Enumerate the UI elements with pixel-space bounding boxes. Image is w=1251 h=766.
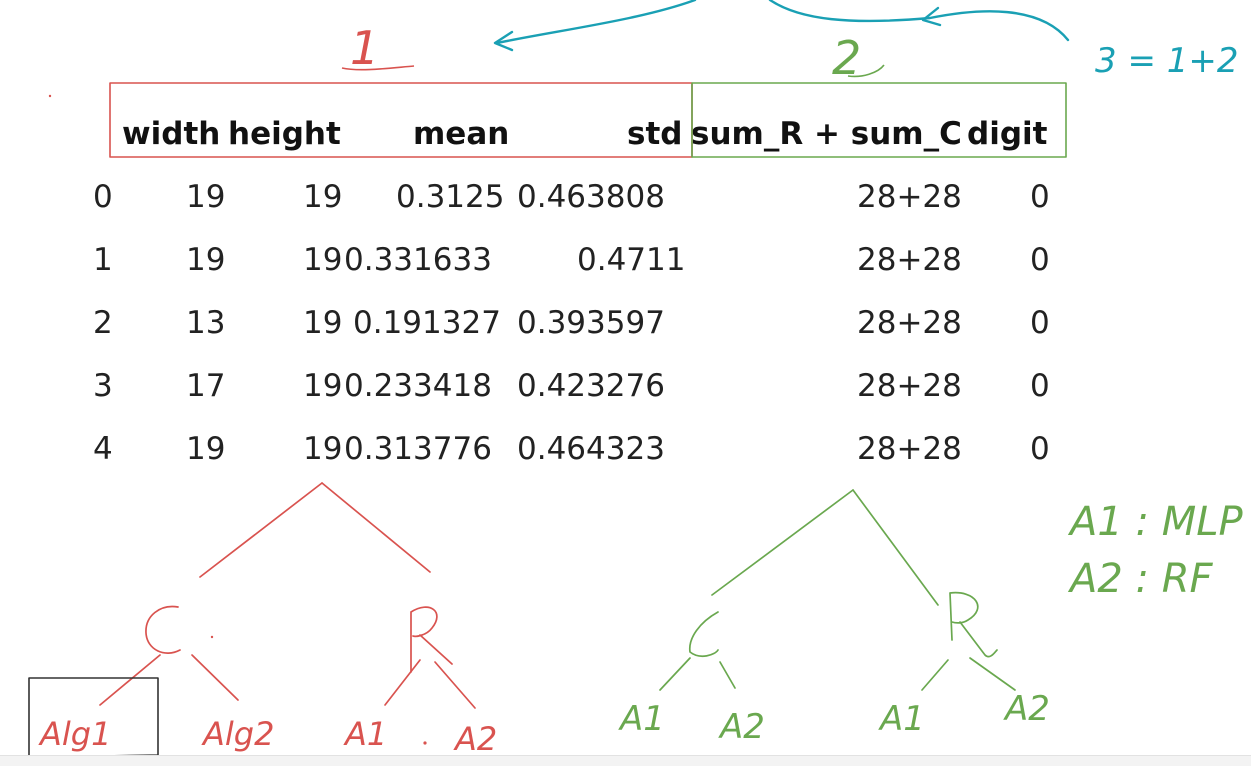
tree1-leaf-2: Alg2 xyxy=(201,715,274,753)
cell-mean: 0.3125 xyxy=(396,179,505,215)
cell-sum: 28+28 xyxy=(857,242,962,278)
teal-arrow-left-head xyxy=(493,30,514,52)
cell-digit: 0 xyxy=(1030,179,1050,215)
cell-mean: 0.191327 xyxy=(353,305,501,341)
cell-mean: 0.233418 xyxy=(344,368,492,404)
tree2-node-c xyxy=(689,611,719,658)
cell-std: 0.464323 xyxy=(517,431,665,467)
cell-width: 13 xyxy=(186,305,226,341)
column-header-width: width xyxy=(122,116,221,152)
legend-a1: A1 : MLP xyxy=(1067,499,1244,545)
legend-a2: A2 : RF xyxy=(1067,556,1214,602)
teal-arrow-right-head xyxy=(921,6,942,27)
row-index: 1 xyxy=(93,242,113,278)
sum-note: 3 = 1+2 xyxy=(1095,41,1239,81)
cell-height: 19 xyxy=(303,305,343,341)
cell-height: 19 xyxy=(303,179,343,215)
tree1-leaf-1: Alg1 xyxy=(38,715,111,753)
row-index: 3 xyxy=(93,368,113,404)
row-index: 0 xyxy=(93,179,113,215)
cell-sum: 28+28 xyxy=(857,368,962,404)
column-header-std: std xyxy=(627,116,683,152)
cell-height: 19 xyxy=(303,368,343,404)
cell-digit: 0 xyxy=(1030,242,1050,278)
cell-mean: 0.313776 xyxy=(344,431,492,467)
cell-sum: 28+28 xyxy=(857,431,962,467)
cell-height: 19 xyxy=(303,242,343,278)
group2-underline xyxy=(847,64,885,78)
cell-std: 0.4711 xyxy=(577,242,686,278)
cell-sum: 28+28 xyxy=(857,305,962,341)
tree2-leaf-2: A2 xyxy=(718,707,765,747)
cell-std: 0.393597 xyxy=(517,305,665,341)
row-index: 4 xyxy=(93,431,113,467)
column-header-sum: sum_R + sum_C xyxy=(691,116,962,152)
cell-digit: 0 xyxy=(1030,305,1050,341)
cell-std: 0.423276 xyxy=(517,368,665,404)
cell-height: 19 xyxy=(303,431,343,467)
group2-box xyxy=(691,82,1067,158)
column-header-mean: mean xyxy=(413,116,510,152)
group1-box xyxy=(109,82,693,158)
cell-digit: 0 xyxy=(1030,431,1050,467)
tree2-leaf-3: A1 xyxy=(878,699,925,739)
tree1-leaf-3: A1 xyxy=(343,715,387,753)
cell-std: 0.463808 xyxy=(517,179,665,215)
cell-mean: 0.331633 xyxy=(344,242,492,278)
tree1-node-r xyxy=(410,606,453,673)
column-header-digit: digit xyxy=(967,116,1048,152)
row-index: 2 xyxy=(93,305,113,341)
cell-width: 19 xyxy=(186,179,226,215)
tree-1 xyxy=(99,482,476,709)
cell-width: 17 xyxy=(186,368,226,404)
tree-2 xyxy=(659,489,1016,691)
teal-arrow-right xyxy=(768,0,1070,42)
tree2-node-r xyxy=(949,591,998,658)
tree1-leaf-4: A2 xyxy=(453,720,497,758)
cell-width: 19 xyxy=(186,431,226,467)
group1-underline xyxy=(341,65,415,71)
tree2-leaf-4: A2 xyxy=(1003,689,1050,729)
cell-width: 19 xyxy=(186,242,226,278)
bottom-scroll-strip xyxy=(0,755,1251,766)
group1-label: 1 xyxy=(350,21,379,75)
tree2-leaf-1: A1 xyxy=(618,699,665,739)
cell-digit: 0 xyxy=(1030,368,1050,404)
cell-sum: 28+28 xyxy=(857,179,962,215)
tree1-node-c xyxy=(145,605,181,654)
column-header-height: height xyxy=(228,116,341,152)
teal-arrow-left xyxy=(495,0,697,45)
